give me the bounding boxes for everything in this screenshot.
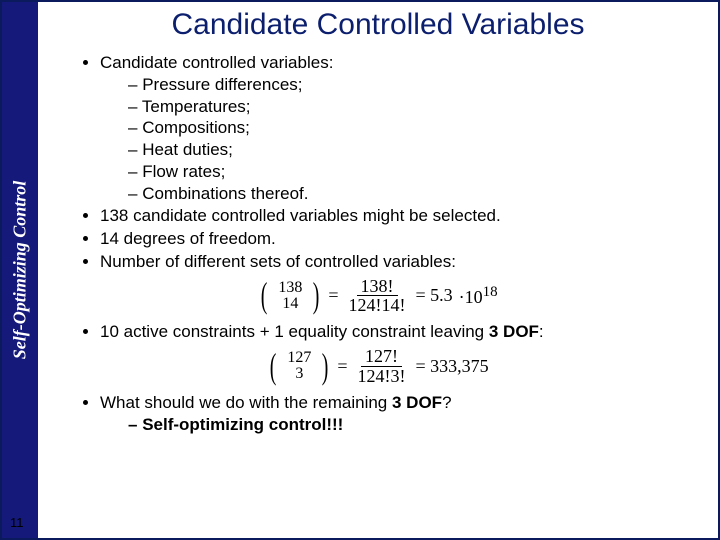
binomial: 127 3 bbox=[285, 350, 313, 382]
equals: = bbox=[328, 285, 338, 306]
sub-list: Self-optimizing control!!! bbox=[100, 414, 702, 436]
text-bold: 3 DOF bbox=[489, 322, 539, 341]
text: What should we do with the remaining bbox=[100, 393, 392, 412]
binom-k: 14 bbox=[282, 296, 298, 312]
sub-item: Compositions; bbox=[128, 117, 702, 139]
binomial: 138 14 bbox=[276, 280, 304, 312]
binom-k: 3 bbox=[295, 366, 303, 382]
paren-right: ) bbox=[322, 352, 329, 381]
fraction: 138! 124!14! bbox=[345, 277, 410, 316]
sidebar-label: Self-Optimizing Control bbox=[10, 181, 31, 360]
list-item: Number of different sets of controlled v… bbox=[100, 251, 702, 273]
binom-n: 127 bbox=[287, 350, 311, 366]
frac-den: 124!3! bbox=[354, 367, 410, 386]
formula-2: ( 127 3 ) = 127! 124!3! = 333,375 bbox=[54, 347, 702, 386]
rhs-b: ·1018 bbox=[459, 284, 498, 308]
list-item: 14 degrees of freedom. bbox=[100, 228, 702, 250]
list-item: What should we do with the remaining 3 D… bbox=[100, 392, 702, 436]
text-bold: 3 DOF bbox=[392, 393, 442, 412]
sub-item: Self-optimizing control!!! bbox=[128, 414, 702, 436]
list-item: 138 candidate controlled variables might… bbox=[100, 205, 702, 227]
frac-num: 138! bbox=[357, 277, 398, 297]
formula-1: ( 138 14 ) = 138! 124!14! = 5.3 ·1018 bbox=[54, 277, 702, 316]
sub-item: Combinations thereof. bbox=[128, 183, 702, 205]
fraction: 127! 124!3! bbox=[354, 347, 410, 386]
sub-list: Pressure differences; Temperatures; Comp… bbox=[100, 74, 702, 205]
frac-den: 124!14! bbox=[345, 296, 410, 315]
list-text: Candidate controlled variables: bbox=[100, 53, 333, 72]
bullet-list-3: What should we do with the remaining 3 D… bbox=[54, 392, 702, 436]
list-item: Candidate controlled variables: Pressure… bbox=[100, 52, 702, 204]
sub-item: Flow rates; bbox=[128, 161, 702, 183]
sub-item: Heat duties; bbox=[128, 139, 702, 161]
list-item: 10 active constraints + 1 equality const… bbox=[100, 321, 702, 343]
text: ? bbox=[442, 393, 451, 412]
paren-left: ( bbox=[261, 281, 268, 310]
sub-item: Temperatures; bbox=[128, 96, 702, 118]
sub-item: Pressure differences; bbox=[128, 74, 702, 96]
text: 10 active constraints + 1 equality const… bbox=[100, 322, 489, 341]
bullet-list: Candidate controlled variables: Pressure… bbox=[54, 52, 702, 273]
paren-right: ) bbox=[313, 281, 320, 310]
page-title: Candidate Controlled Variables bbox=[54, 8, 702, 42]
sidebar: Self-Optimizing Control bbox=[2, 2, 38, 538]
page-number: 11 bbox=[10, 515, 24, 530]
paren-left: ( bbox=[270, 352, 277, 381]
rhs-a: = 5.3 bbox=[416, 285, 453, 306]
binom-n: 138 bbox=[278, 280, 302, 296]
bullet-list-2: 10 active constraints + 1 equality const… bbox=[54, 321, 702, 343]
slide-content: Candidate Controlled Variables Candidate… bbox=[38, 2, 718, 538]
equals: = bbox=[337, 356, 347, 377]
rhs: = 333,375 bbox=[416, 356, 489, 377]
frac-num: 127! bbox=[361, 347, 402, 367]
text: : bbox=[539, 322, 544, 341]
